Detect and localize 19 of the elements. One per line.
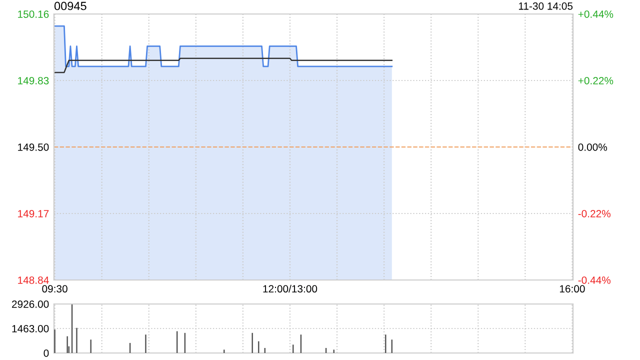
y2-tick-label: -0.44%: [578, 276, 610, 284]
y2-tick-label: 0.00%: [578, 144, 608, 151]
y-tick-label: 0: [44, 350, 49, 357]
y2-tick-label: -0.22%: [578, 210, 610, 218]
y-tick-label: 149.83: [18, 77, 49, 84]
x-tick-label: 16:00: [560, 285, 585, 293]
y-tick-label: 149.17: [18, 210, 49, 218]
y-tick-label: 149.50: [18, 144, 49, 151]
y-tick-label: 150.16: [18, 10, 49, 18]
y-tick-label: 148.84: [18, 276, 49, 284]
x-tick-label: 09:30: [42, 285, 68, 293]
text: 11-30 14:05: [518, 2, 573, 10]
y-tick-label: 2926.00: [12, 300, 49, 308]
y2-tick-label: +0.44%: [578, 10, 614, 18]
chart-title: 00945: [54, 2, 86, 10]
y2-tick-label: +0.22%: [578, 77, 614, 84]
line-series: [54, 58, 393, 74]
x-tick-label: 12:00/13:00: [263, 284, 318, 293]
y-tick-label: 1463.00: [12, 325, 49, 332]
